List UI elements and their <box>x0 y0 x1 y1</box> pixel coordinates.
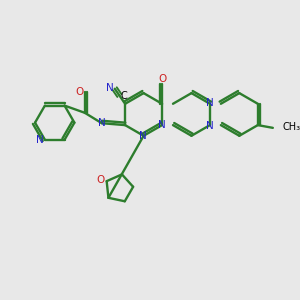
Text: N: N <box>158 120 166 130</box>
Text: N: N <box>206 98 214 108</box>
Text: N: N <box>206 121 214 131</box>
Text: C: C <box>120 91 127 100</box>
Text: CH₃: CH₃ <box>282 122 300 132</box>
Text: O: O <box>75 87 83 97</box>
Text: O: O <box>97 175 105 185</box>
Text: N: N <box>139 131 147 141</box>
Text: N: N <box>106 83 114 93</box>
Text: N: N <box>35 135 43 145</box>
Text: O: O <box>158 74 166 84</box>
Text: N: N <box>98 118 106 128</box>
